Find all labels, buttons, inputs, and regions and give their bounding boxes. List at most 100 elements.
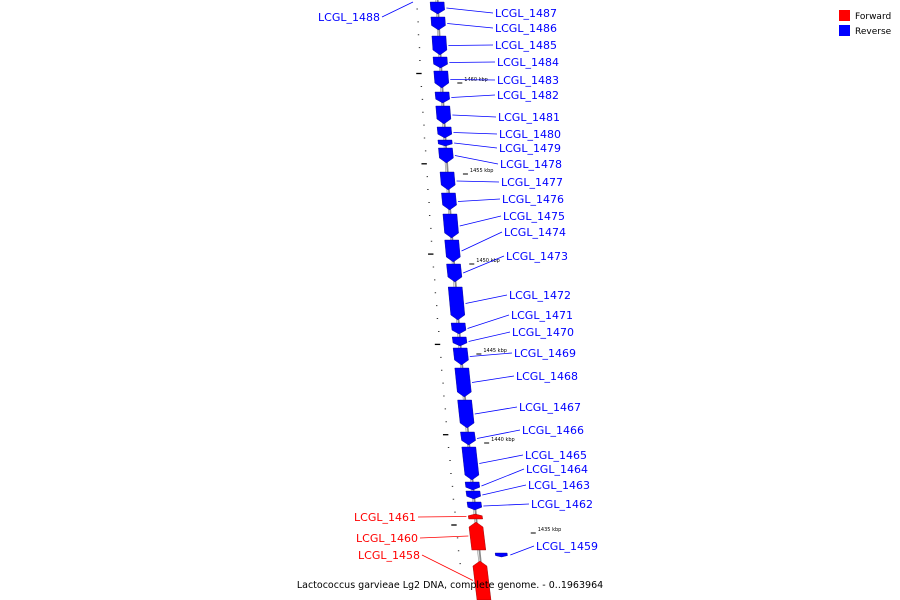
gene-arrow[interactable]	[434, 91, 450, 104]
kbp-label: 1435 kbp	[538, 527, 562, 533]
gene-connector	[381, 1, 414, 18]
gene-arrow[interactable]	[429, 1, 445, 15]
gene-arrow[interactable]	[441, 192, 457, 211]
gene-label[interactable]: LCGL_1486	[495, 22, 557, 35]
gene-connector	[421, 554, 474, 581]
gene-arrow[interactable]	[447, 286, 466, 321]
gene-connector	[476, 429, 521, 439]
gene-connector	[454, 155, 499, 165]
gene-connector	[459, 215, 502, 227]
gene-arrow[interactable]	[444, 239, 461, 263]
gene-arrow[interactable]	[431, 35, 448, 56]
gene-label[interactable]: LCGL_1460	[356, 532, 418, 545]
gene-label[interactable]: LCGL_1461	[354, 511, 416, 524]
gene-connector	[481, 468, 525, 487]
gene-connector	[482, 484, 527, 496]
gene-label[interactable]: LCGL_1479	[499, 142, 561, 155]
gene-arrow[interactable]	[439, 171, 456, 191]
gene-label[interactable]: LCGL_1463	[528, 479, 590, 492]
gene-connector	[449, 61, 496, 63]
gene-connector	[451, 94, 496, 98]
kbp-label: 1450 kbp	[476, 258, 500, 264]
gene-label[interactable]: LCGL_1485	[495, 39, 557, 52]
gene-label[interactable]: LCGL_1462	[531, 498, 593, 511]
gene-label[interactable]: LCGL_1466	[522, 424, 584, 437]
gene-arrow[interactable]	[494, 552, 508, 558]
gene-connector	[463, 255, 505, 274]
gene-arrow[interactable]	[433, 70, 450, 89]
gene-features	[429, 1, 508, 600]
gene-connector	[447, 23, 494, 29]
gene-arrow[interactable]	[437, 139, 453, 147]
gene-arrow[interactable]	[430, 16, 446, 31]
gene-label[interactable]: LCGL_1471	[511, 309, 573, 322]
gene-label[interactable]: LCGL_1473	[506, 250, 568, 263]
gene-arrow[interactable]	[460, 431, 476, 446]
gene-label[interactable]: LCGL_1464	[526, 463, 588, 476]
legend-reverse-swatch	[839, 25, 850, 36]
gene-label[interactable]: LCGL_1478	[500, 158, 562, 171]
gene-connector	[471, 375, 515, 383]
gene-connector	[450, 79, 496, 81]
gene-label[interactable]: LCGL_1476	[502, 193, 564, 206]
gene-label[interactable]: LCGL_1482	[497, 89, 559, 102]
gene-connector	[417, 516, 467, 518]
gene-connector	[483, 503, 530, 507]
gene-arrow[interactable]	[432, 56, 448, 69]
gene-label[interactable]: LCGL_1469	[514, 347, 576, 360]
gene-label[interactable]: LCGL_1484	[497, 56, 559, 69]
gene-arrow[interactable]	[465, 490, 481, 500]
gene-connector	[452, 114, 497, 118]
gene-label[interactable]: LCGL_1487	[495, 7, 557, 20]
gene-label[interactable]: LCGL_1470	[512, 326, 574, 339]
gene-arrow[interactable]	[466, 501, 483, 511]
gene-connector	[446, 7, 494, 14]
gene-label[interactable]: LCGL_1474	[504, 226, 566, 239]
gene-label[interactable]: LCGL_1458	[358, 549, 420, 562]
gene-labels: LCGL_1488 LCGL_1487 LCGL_1486 LCGL_1485 LCGL…	[318, 1, 598, 581]
gene-label[interactable]: LCGL_1488	[318, 11, 380, 24]
gene-label[interactable]: LCGL_1475	[503, 210, 565, 223]
gene-arrow[interactable]	[436, 126, 453, 139]
gene-label[interactable]: LCGL_1465	[525, 449, 587, 462]
gene-label[interactable]: LCGL_1468	[516, 370, 578, 383]
gene-arrow[interactable]	[450, 322, 467, 335]
gene-connector	[468, 331, 511, 342]
gene-label[interactable]: LCGL_1483	[497, 74, 559, 87]
kbp-label: 1445 kbp	[483, 348, 507, 354]
legend: Forward Reverse	[839, 10, 892, 37]
gene-arrow[interactable]	[454, 367, 472, 398]
gene-connector	[474, 406, 518, 415]
gene-arrow[interactable]	[446, 263, 463, 283]
gene-connector	[457, 198, 501, 202]
gene-connector	[479, 454, 524, 464]
kbp-label: 1440 kbp	[491, 437, 515, 443]
gene-connector	[461, 231, 503, 252]
gene-arrow[interactable]	[457, 399, 475, 429]
kbp-label: 1455 kbp	[470, 168, 494, 174]
gene-arrow[interactable]	[461, 446, 480, 481]
gene-arrow[interactable]	[472, 560, 492, 600]
genome-caption: Lactococcus garvieae Lg2 DNA, complete g…	[297, 580, 603, 591]
gene-label[interactable]: LCGL_1477	[501, 176, 563, 189]
gene-connector	[469, 352, 513, 357]
gene-arrow[interactable]	[442, 213, 459, 239]
gene-connector	[467, 314, 510, 329]
gene-arrow[interactable]	[435, 105, 452, 125]
gene-arrow[interactable]	[467, 513, 483, 520]
gene-arrow[interactable]	[468, 521, 487, 551]
gene-arrow[interactable]	[464, 481, 481, 491]
gene-label[interactable]: LCGL_1481	[498, 111, 560, 124]
gene-arrow[interactable]	[451, 336, 468, 347]
gene-label[interactable]: LCGL_1467	[519, 401, 581, 414]
gene-label[interactable]: LCGL_1472	[509, 289, 571, 302]
legend-reverse-label: Reverse	[855, 27, 892, 37]
gene-label[interactable]: LCGL_1459	[536, 540, 598, 553]
minor-ticks	[416, 8, 461, 565]
gene-arrow[interactable]	[438, 147, 454, 164]
gene-label[interactable]: LCGL_1480	[499, 128, 561, 141]
gene-connector	[510, 545, 535, 556]
gene-connector	[453, 132, 498, 135]
gene-arrow[interactable]	[452, 347, 469, 366]
gene-connector	[419, 535, 469, 539]
